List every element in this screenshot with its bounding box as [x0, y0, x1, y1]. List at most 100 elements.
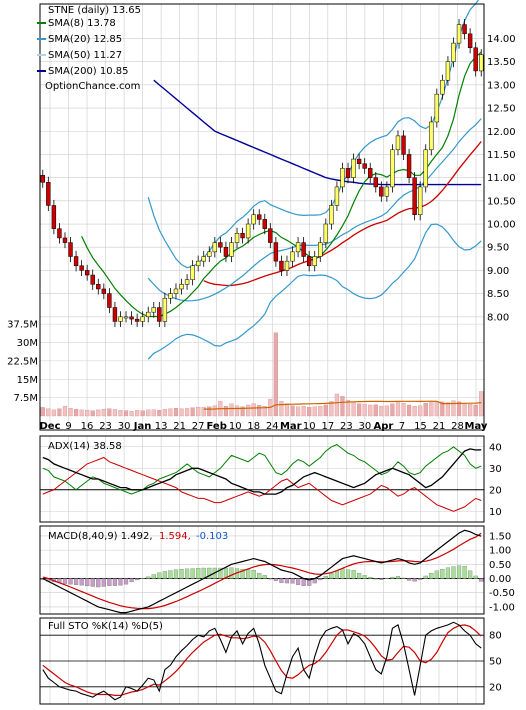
candle	[79, 265, 84, 271]
volume-bar	[85, 409, 90, 417]
bollinger-lower-line	[147, 223, 482, 360]
adx-plus-di-line	[42, 444, 482, 495]
volume-bar	[140, 410, 145, 417]
x-tick-label: Mar	[280, 421, 302, 432]
macd-histogram-bar	[279, 578, 284, 583]
macd-label: MACD(8,40,9) 1.492,	[48, 531, 153, 542]
macd-histogram-bar	[251, 570, 256, 579]
volume-bar	[284, 403, 290, 417]
volume-bar	[262, 406, 267, 417]
stochastic-panel	[42, 621, 482, 701]
adx-frame	[39, 435, 485, 523]
candle	[212, 242, 218, 253]
volume-bar	[351, 401, 356, 417]
legend-label-sma8: SMA(8) 13.78	[48, 18, 116, 29]
adx-tick-label: 20	[489, 485, 502, 496]
candle	[134, 318, 140, 322]
x-tick-label: 30	[359, 421, 372, 432]
macd-histogram-bar	[307, 578, 312, 586]
macd-histogram-bar	[351, 570, 356, 579]
volume-bar	[479, 391, 484, 417]
macd-histogram-bar	[323, 576, 328, 579]
volume-bar	[290, 405, 295, 417]
candle	[146, 311, 151, 318]
x-tick-label: Apr	[373, 421, 393, 432]
x-tick-label: 16	[81, 421, 94, 432]
macd-tick-label: 0.00	[489, 574, 511, 585]
volume-bar	[462, 403, 467, 417]
macd-histogram-bar	[257, 572, 262, 579]
macd-histogram-bar	[207, 567, 212, 579]
macd-histogram-bar	[451, 566, 456, 579]
volume-bar	[73, 408, 79, 417]
candle	[334, 186, 340, 206]
x-tick-label: 21	[173, 421, 186, 432]
macd-histogram-bar	[456, 565, 462, 579]
candle	[96, 284, 101, 290]
legend-label-sma50: SMA(50) 11.27	[48, 50, 122, 61]
candle	[184, 279, 190, 285]
macd-histogram-bar	[473, 575, 478, 579]
volume-tick-label: 22.5M	[7, 356, 38, 367]
macd-histogram-bar	[295, 578, 301, 585]
macd-histogram-bar	[196, 568, 201, 579]
macd-histogram-bar	[246, 569, 251, 579]
volume-bar	[196, 407, 201, 417]
candle	[118, 316, 123, 322]
macd-histogram-bar	[445, 567, 451, 579]
volume-bar	[334, 393, 340, 417]
volume-bar	[129, 410, 134, 417]
candle	[245, 223, 251, 239]
x-tick-label: Dec	[39, 421, 60, 432]
volume-bar	[384, 405, 389, 417]
x-tick-label: 28	[451, 421, 464, 432]
candle	[279, 260, 284, 271]
macd-histogram-bar	[107, 578, 112, 587]
legend: SMA(8) 13.78 SMA(20) 12.85 SMA(50) 11.27…	[37, 18, 129, 77]
candle	[223, 246, 229, 257]
volume-bar	[162, 408, 167, 417]
candle	[356, 158, 362, 164]
x-tick-label: 23	[340, 421, 353, 432]
x-tick-label: 21	[433, 421, 446, 432]
x-tick-label: 7	[399, 421, 405, 432]
macd-histogram-bar	[468, 570, 473, 579]
candle	[40, 175, 45, 183]
macd-histogram-bar	[184, 568, 190, 579]
volume-average-line	[203, 400, 482, 410]
macd-histogram-bar	[401, 577, 406, 579]
candle	[268, 228, 273, 243]
volume-bar	[190, 407, 195, 417]
volume-bar	[323, 404, 328, 417]
macd-histogram-bar	[73, 578, 79, 585]
macd-histogram-bar	[135, 578, 140, 581]
candle	[412, 177, 417, 215]
macd-histogram-bar	[101, 578, 106, 587]
candle	[340, 168, 345, 188]
candle	[401, 135, 406, 155]
x-tick-label: 17	[321, 421, 334, 432]
adx-tick-label: 30	[489, 464, 502, 475]
macd-histogram-bar	[162, 571, 167, 579]
candle	[207, 251, 212, 257]
macd-histogram-bar	[373, 578, 378, 580]
candle	[73, 256, 79, 267]
adx-tick-label: 40	[489, 442, 502, 453]
candle	[273, 242, 279, 262]
candle	[451, 42, 456, 62]
candle	[123, 316, 129, 319]
candle	[179, 284, 184, 290]
volume-bar	[340, 396, 345, 417]
price-tick-label: 8.50	[487, 289, 509, 300]
price-tick-label: 12.00	[487, 127, 516, 138]
candle	[173, 288, 179, 294]
macd-line	[42, 529, 482, 614]
macd-panel	[40, 529, 484, 614]
volume-bar	[379, 406, 384, 417]
candle	[379, 186, 384, 197]
volume-tick-label: 15M	[17, 375, 38, 386]
volume-bar	[368, 404, 373, 417]
volume-bar	[357, 403, 362, 417]
volume-bar	[107, 408, 112, 417]
macd-histogram-bar	[151, 574, 156, 579]
